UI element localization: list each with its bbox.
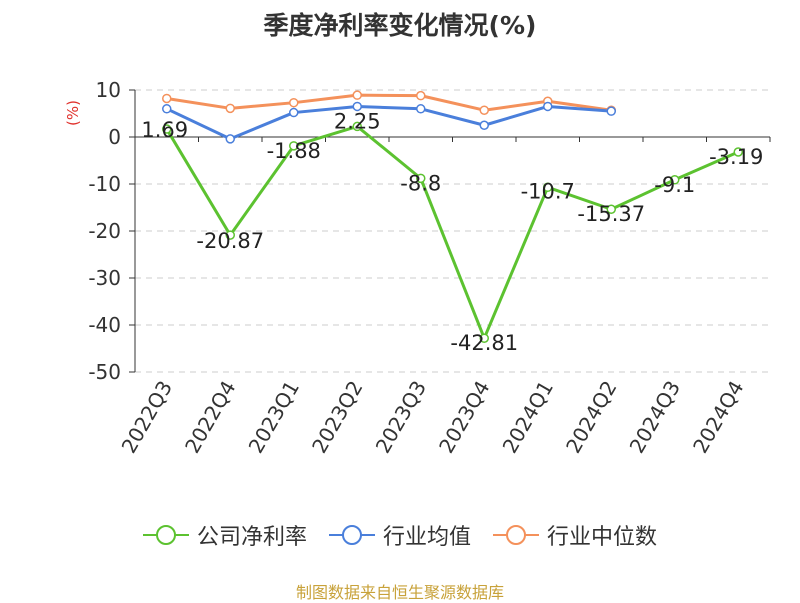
x-tick-label: 2022Q4 [180, 377, 240, 458]
data-point-company[interactable] [606, 204, 616, 214]
data-point-industry-median[interactable] [289, 97, 299, 108]
data-label-company: -20.87 [196, 229, 264, 253]
data-label-company: -42.81 [450, 331, 518, 355]
x-tick-label: 2024Q1 [498, 377, 558, 458]
data-point-industry-avg[interactable] [479, 120, 489, 130]
data-label-company: -10.7 [521, 179, 575, 203]
series-line-industry-avg [166, 104, 612, 141]
chart-title: 季度净利率变化情况(%) [263, 11, 537, 40]
data-point-company[interactable] [416, 173, 426, 184]
legend-swatch-industry-median [493, 525, 539, 545]
data-point-company[interactable] [162, 124, 172, 134]
data-point-industry-median[interactable] [416, 90, 426, 101]
data-point-company[interactable] [352, 121, 362, 132]
data-point-industry-median[interactable] [479, 105, 489, 115]
data-point-company[interactable] [225, 230, 235, 240]
data-point-industry-avg[interactable] [543, 101, 553, 112]
data-point-industry-avg[interactable] [289, 107, 299, 118]
y-tick-label: -10 [88, 172, 121, 196]
legend: 公司净利率 行业均值 行业中位数 [0, 519, 800, 551]
y-tick-labels: 10 0 -10 -20 -30 -40 -50 [88, 78, 121, 384]
data-label-company: -1.88 [267, 139, 321, 163]
y-tick-label: 10 [96, 78, 121, 102]
x-tick-labels: 2022Q3 2022Q4 2023Q1 2023Q2 2023Q3 2023Q4 2024… [117, 377, 749, 458]
data-point-company[interactable] [289, 141, 299, 151]
data-point-industry-median[interactable] [352, 90, 362, 100]
legend-label-company: 公司净利率 [196, 525, 307, 550]
x-tick-label: 2023Q3 [371, 377, 431, 458]
data-point-industry-avg[interactable] [606, 106, 616, 116]
y-tick-label: -20 [88, 219, 121, 243]
x-tick-label: 2023Q2 [307, 377, 367, 458]
y-tick-label: -40 [88, 313, 121, 337]
data-point-company[interactable] [543, 182, 553, 193]
y-tick-label: 0 [108, 125, 121, 149]
data-point-industry-median[interactable] [225, 103, 235, 114]
x-tick-label: 2023Q4 [434, 377, 494, 458]
data-point-industry-median[interactable] [162, 93, 172, 104]
x-tick-label: 2022Q3 [117, 377, 177, 458]
data-point-industry-avg[interactable] [352, 101, 362, 112]
legend-label-industry-avg: 行业均值 [382, 525, 471, 550]
x-tick-label: 2024Q4 [688, 377, 748, 458]
data-label-company: -9.1 [654, 173, 695, 197]
y-tick-label: -30 [88, 266, 121, 290]
legend-label-industry-median: 行业中位数 [547, 525, 658, 550]
legend-swatch-company [142, 525, 189, 545]
series-lines [165, 93, 739, 340]
y-tick-label: -50 [88, 360, 121, 384]
data-label-company: -15.37 [577, 202, 645, 226]
x-tick-label: 2024Q2 [561, 377, 621, 458]
legend-swatch-industry-avg [328, 525, 375, 545]
axes [129, 89, 771, 373]
series-points [162, 90, 743, 343]
data-point-company[interactable] [670, 175, 680, 185]
data-source-note: 制图数据来自恒生聚源数据库 [295, 583, 504, 602]
data-point-company[interactable] [733, 147, 743, 157]
data-label-company: 1.69 [141, 118, 188, 142]
data-label-company: 2.25 [334, 109, 381, 133]
x-tick-label: 2024Q3 [625, 377, 685, 458]
legend-item-industry-median[interactable]: 行业中位数 [493, 519, 657, 551]
y-unit-label: (%) [64, 100, 82, 126]
series-line-industry-median [166, 93, 612, 112]
data-point-company[interactable] [479, 333, 489, 343]
data-label-company: -3.19 [709, 145, 763, 169]
data-point-industry-avg[interactable] [225, 134, 235, 144]
data-label-company: -8.8 [400, 171, 441, 195]
x-tick-label: 2023Q1 [244, 377, 304, 458]
data-point-industry-avg[interactable] [162, 104, 172, 114]
data-point-industry-avg[interactable] [416, 104, 426, 114]
data-labels: 1.69 -20.87 -1.88 2.25 -8.8 -42.81 -10.7-15.37… [141, 109, 763, 355]
legend-item-company[interactable]: 公司净利率 [142, 519, 307, 551]
legend-item-industry-avg[interactable]: 行业均值 [328, 519, 471, 551]
series-line-company [165, 124, 739, 340]
